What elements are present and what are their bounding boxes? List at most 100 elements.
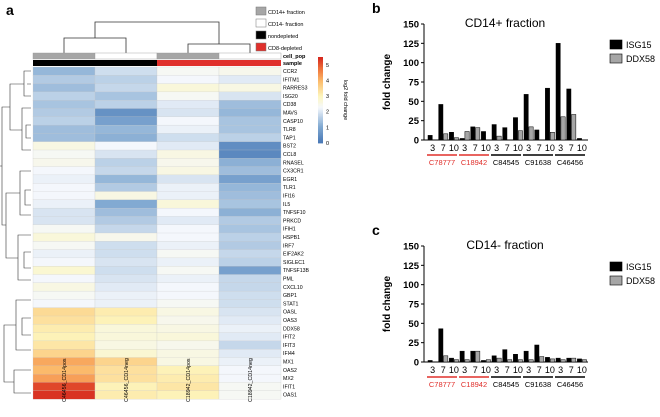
- x-tick-label: 3: [462, 365, 467, 375]
- heatmap-cell: [32, 299, 96, 309]
- bar-ddx58: [571, 114, 577, 141]
- heatmap-cell: [32, 282, 96, 292]
- gene-label: RARRES3: [283, 86, 308, 92]
- annotation-cell-pop: [94, 52, 158, 60]
- heatmap-cell: [94, 199, 158, 209]
- heatmap-cell: [218, 241, 282, 250]
- gene-label: IFIT2: [283, 335, 295, 341]
- heatmap-cell: [156, 266, 220, 275]
- colorbar-segment: [318, 94, 323, 97]
- heatmap-cell: [218, 332, 282, 342]
- bar-ddx58: [528, 126, 534, 141]
- legend-label: DDX58: [626, 276, 655, 286]
- colorbar-segment: [318, 84, 323, 87]
- gene-label: DDX58: [283, 326, 300, 332]
- gene-label: ISG20: [283, 94, 298, 100]
- group-label: C84545: [493, 380, 519, 389]
- bar-isg15: [470, 126, 476, 141]
- heatmap-cell: [218, 274, 282, 284]
- bar-isg15: [534, 344, 540, 363]
- heatmap-cell: [32, 66, 96, 76]
- column-label: C46456_CD14neg: [124, 358, 130, 402]
- chart-title: CD14+ fraction: [465, 16, 545, 30]
- bar-isg15: [438, 104, 444, 141]
- colorbar-segment: [318, 87, 323, 89]
- bar-isg15: [491, 355, 497, 363]
- colorbar-segment: [318, 98, 323, 101]
- x-tick-label: 7: [505, 365, 510, 375]
- group-label: C91638: [525, 380, 551, 389]
- heatmap-cell: [156, 166, 220, 176]
- bar-ddx58: [517, 130, 523, 141]
- gene-label: IRF7: [283, 243, 294, 249]
- heatmap-cell: [218, 75, 282, 84]
- colorbar-segment: [318, 111, 323, 114]
- colorbar-segment: [318, 95, 323, 98]
- colorbar-segment: [318, 104, 323, 107]
- bar-isg15: [449, 357, 454, 363]
- legend-swatch: [255, 42, 267, 52]
- colorbar-segment: [318, 89, 323, 92]
- annotation-cell-pop: [32, 52, 96, 60]
- bar-isg15: [470, 350, 476, 363]
- y-tick-label: 125: [403, 261, 420, 272]
- heatmap-cell: [156, 174, 220, 184]
- heatmap-cell: [32, 207, 96, 217]
- heatmap-cell: [218, 166, 282, 176]
- heatmap-cell: [94, 216, 158, 226]
- heatmap-cell: [94, 324, 158, 333]
- heatmap-cell: [218, 315, 282, 325]
- heatmap-cell: [32, 183, 96, 192]
- bar-isg15: [427, 360, 433, 363]
- heatmap-cell: [94, 191, 158, 201]
- gene-label: RNASEL: [283, 160, 304, 166]
- colorbar-segment: [318, 134, 323, 137]
- legend-swatch: [609, 39, 623, 50]
- x-tick-label: 7: [441, 143, 446, 153]
- gene-label: IFI44: [283, 351, 295, 357]
- bar-ddx58: [539, 356, 545, 363]
- panel-label-b: b: [372, 0, 381, 16]
- colorbar-segment: [318, 72, 323, 75]
- colorbar-segment: [318, 97, 323, 99]
- heatmap-cell: [218, 174, 282, 184]
- y-tick-label: 100: [403, 280, 419, 291]
- x-tick-label: 7: [441, 365, 446, 375]
- heatmap-cell: [218, 340, 282, 350]
- colorbar-segment: [318, 122, 323, 125]
- x-tick-label: 10: [449, 143, 459, 153]
- colorbar-segment: [318, 118, 323, 121]
- x-tick-label: 7: [569, 143, 574, 153]
- x-tick-label: 7: [473, 365, 478, 375]
- colorbar-segment: [318, 65, 323, 68]
- heatmap-cell: [218, 149, 282, 159]
- colorbar-tick: 2: [326, 110, 329, 116]
- group-label: C84545: [493, 158, 519, 167]
- heatmap-cell: [94, 340, 158, 350]
- legend-label: ISG15: [626, 40, 652, 50]
- bar-isg15: [555, 43, 561, 141]
- bar-isg15: [555, 357, 561, 363]
- heatmap-cell: [94, 91, 158, 101]
- heatmap-cell: [218, 199, 282, 209]
- colorbar-segment: [318, 137, 323, 140]
- heatmap-cell: [218, 108, 282, 118]
- x-tick-label: 7: [473, 143, 478, 153]
- heatmap-cell: [156, 149, 220, 159]
- annotation-cell-pop: [218, 52, 282, 60]
- bar-ddx58: [528, 359, 534, 363]
- colorbar-segment: [318, 102, 323, 105]
- colorbar-segment: [318, 124, 323, 127]
- colorbar-segment: [318, 127, 323, 130]
- group-label: C78777: [429, 380, 455, 389]
- heatmap-cell: [32, 290, 96, 300]
- colorbar-segment: [318, 67, 323, 69]
- heatmap-cell: [94, 75, 158, 84]
- gene-label: IL5: [283, 202, 290, 208]
- heatmap-cell: [156, 191, 220, 201]
- heatmap-cell: [218, 183, 282, 192]
- heatmap-cell: [32, 158, 96, 167]
- heatmap-cell: [218, 158, 282, 167]
- y-tick-label: 75: [408, 300, 419, 311]
- colorbar-tick: 5: [326, 63, 329, 69]
